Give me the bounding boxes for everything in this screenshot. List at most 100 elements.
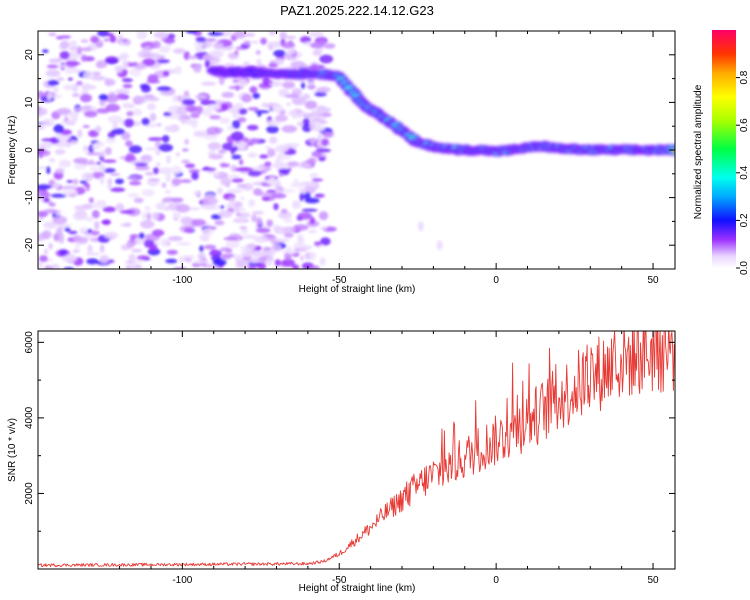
noise-blob <box>118 40 125 47</box>
noise-blob <box>129 234 140 239</box>
noise-blob <box>195 105 204 114</box>
noise-blob <box>213 42 224 50</box>
noise-blob <box>74 205 89 211</box>
noise-blob <box>48 202 56 207</box>
snr-series-line <box>38 331 675 568</box>
snr-panel: -100 -50 0 50 2000 4000 6000 Height of straig… <box>7 330 676 594</box>
bottom-y-ticks: 2000 4000 6000 <box>24 331 675 570</box>
noise-blob <box>62 253 77 263</box>
noise-blob <box>158 143 174 152</box>
noise-blob <box>72 235 82 242</box>
noise-blob <box>270 193 287 199</box>
noise-blob <box>291 110 297 119</box>
noise-blob <box>228 200 235 206</box>
noise-blob <box>308 31 324 38</box>
noise-blob <box>282 81 296 89</box>
noise-blob <box>129 181 142 186</box>
noise-blob <box>297 161 313 169</box>
noise-blob <box>44 266 53 269</box>
noise-blob <box>161 135 170 143</box>
noise-blob <box>243 40 251 46</box>
noise-blob <box>237 140 247 150</box>
noise-blob <box>262 76 271 86</box>
colorbar-ticks: 0.0 0.2 0.4 0.6 0.8 <box>736 70 750 275</box>
noise-blob <box>208 154 224 160</box>
noise-blob <box>203 244 217 250</box>
noise-blob <box>125 265 131 269</box>
noise-blob <box>76 209 87 218</box>
noise-blob <box>69 40 78 49</box>
noise-blob <box>38 107 48 116</box>
noise-blob <box>157 59 170 64</box>
noise-blob <box>231 178 244 183</box>
noise-blob <box>124 40 131 47</box>
noise-blob <box>283 218 293 224</box>
x-tick-label: -50 <box>332 275 347 286</box>
noise-blob <box>286 102 292 107</box>
noise-blob <box>322 131 333 138</box>
noise-blob <box>53 124 64 134</box>
noise-blob <box>180 117 186 125</box>
noise-blob <box>119 210 135 214</box>
noise-blob <box>82 125 90 128</box>
noise-blob <box>282 226 296 233</box>
x-tick-label: 0 <box>493 575 499 586</box>
noise-blob <box>290 181 307 188</box>
noise-blob <box>203 134 219 140</box>
noise-blob <box>309 217 316 225</box>
noise-blob <box>171 165 182 175</box>
noise-blob <box>127 193 140 198</box>
noise-blob <box>243 61 250 67</box>
noise-blob <box>265 178 276 185</box>
noise-blob <box>436 240 443 251</box>
noise-blob <box>144 45 152 49</box>
noise-blob <box>293 178 299 183</box>
noise-blob <box>80 93 92 103</box>
noise-blob <box>259 154 269 159</box>
noise-blob <box>43 221 58 229</box>
top-y-ticks: -20 -10 0 10 20 <box>24 30 675 270</box>
noise-blob <box>80 54 87 62</box>
noise-blob <box>234 50 239 55</box>
noise-blob <box>253 188 263 196</box>
noise-blob <box>223 237 238 241</box>
noise-blob <box>310 137 316 147</box>
noise-blob <box>184 138 189 145</box>
noise-blob <box>266 219 274 228</box>
noise-blob <box>293 242 305 249</box>
noise-blob <box>320 226 328 230</box>
noise-blob <box>68 230 78 235</box>
noise-blob <box>175 152 180 157</box>
noise-blob <box>299 192 304 202</box>
noise-blob <box>64 227 71 232</box>
x-tick-label: -100 <box>172 575 192 586</box>
noise-blob <box>74 107 82 112</box>
colorbar-tick-label: 0.8 <box>739 70 750 84</box>
noise-blob <box>69 111 79 120</box>
noise-blob <box>140 220 155 229</box>
noise-blob <box>38 261 43 269</box>
noise-blob <box>273 58 285 66</box>
noise-blob <box>193 64 202 73</box>
noise-blob <box>279 31 288 40</box>
noise-blob <box>259 191 274 197</box>
noise-blob <box>98 94 109 101</box>
noise-blob <box>281 208 288 214</box>
noise-blob <box>125 140 133 147</box>
noise-blob <box>166 33 176 40</box>
noise-blob <box>38 184 52 190</box>
noise-blob <box>52 215 68 225</box>
noise-blob <box>109 35 117 43</box>
y-tick-label: -20 <box>24 238 35 253</box>
noise-blob <box>266 125 279 134</box>
noise-blob <box>43 248 49 255</box>
noise-blob <box>247 107 259 111</box>
noise-blob <box>122 84 133 89</box>
noise-blob <box>218 210 233 218</box>
noise-blob <box>65 61 81 66</box>
noise-blob <box>201 81 216 86</box>
noise-blob <box>278 173 284 177</box>
noise-blob <box>115 203 125 211</box>
noise-blob <box>212 258 227 267</box>
noise-blob <box>62 188 78 196</box>
